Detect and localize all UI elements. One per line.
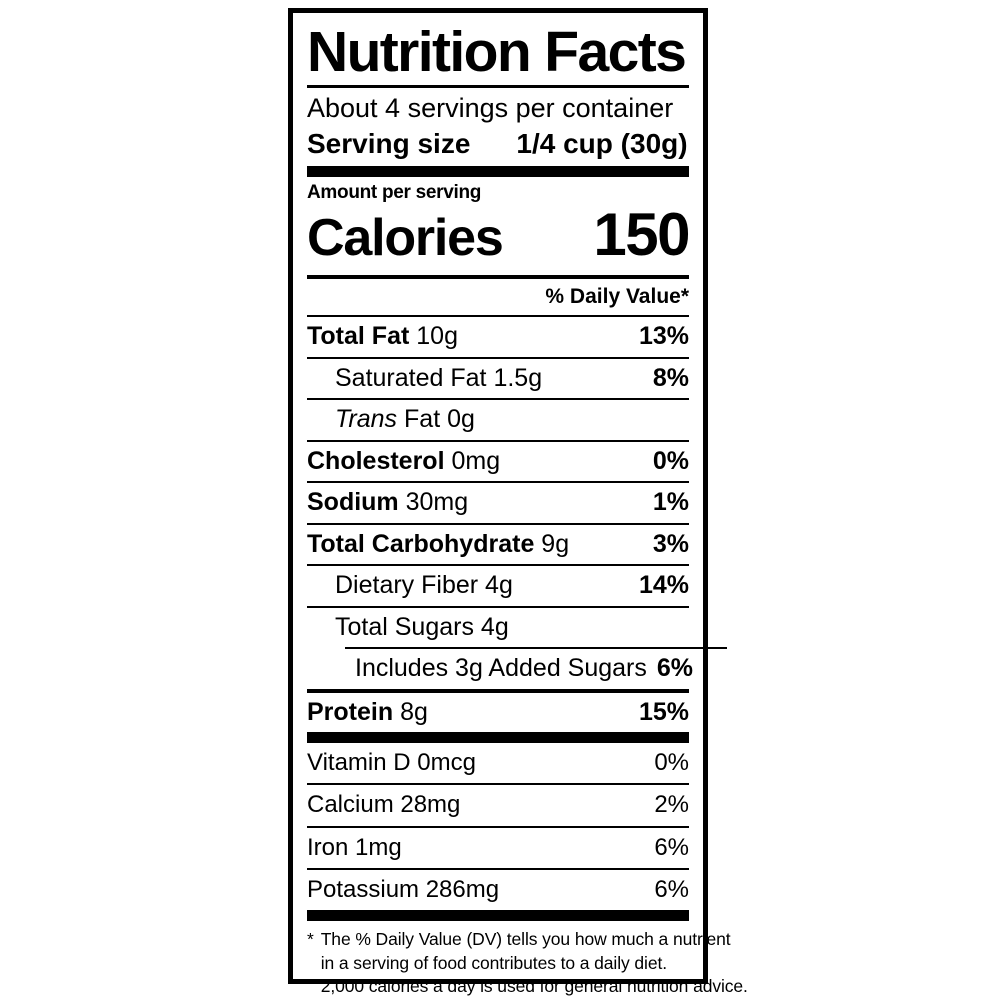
row-divider [307,867,689,870]
nutrient-dv: 6% [656,654,694,682]
calories-row: Calories 150 [307,201,690,275]
servings-per-container: About 4 servings per container [307,92,674,123]
nutrient-name: Saturated Fat [335,363,487,392]
nutrient-label-cholesterol: Cholesterol 0mg [307,447,643,477]
added-sugars-divider [345,647,727,649]
nutrient-label-added-sugars: Includes 3g Added Sugars [355,654,647,684]
nutrient-amount: 10g [416,322,458,350]
micronutrient-dv: 6% [654,833,689,861]
nutrient-row-added-sugars: Includes 3g Added Sugars 6% [307,649,693,689]
row-divider [307,825,689,828]
micronutrient-dv: 6% [654,875,689,903]
nutrient-dv: 8% [652,363,689,392]
amount-per-serving-label: Amount per serving [307,182,482,203]
nutrient-dv: 14% [638,571,689,599]
nutrient-dv: 1% [652,488,689,516]
nutrient-name: Protein [307,697,394,726]
nutrient-amount: 1.5g [493,363,543,392]
micronutrient-label: Vitamin D 0mcg [307,749,476,776]
nutrient-name: Cholesterol [307,446,445,475]
title-divider [307,84,689,88]
micronutrient-section-bar [307,732,689,743]
nutrition-facts-panel: Nutrition Facts About 4 servings per con… [288,8,748,996]
nutrient-dv: 0% [652,446,689,475]
nutrient-label-saturated-fat: Saturated Fat 1.5g [335,364,643,394]
micronutrient-label: Potassium 286mg [307,875,500,903]
nutrient-amount: 4g [485,571,513,599]
nutrient-amount: 9g [541,529,570,558]
nutrient-row-protein: Protein 8g 15% [307,693,689,733]
nutrient-label-dietary-fiber: Dietary Fiber 4g [335,571,629,601]
row-divider [307,481,689,483]
nutrient-label-protein: Protein 8g [307,698,629,728]
footnote-asterisk: * [307,929,314,950]
nutrient-row-trans-fat: Trans Fat 0g [307,400,689,440]
row-divider [307,356,689,359]
nutrient-label-trans-fat: Trans Fat 0g [335,405,679,435]
nutrient-row-cholesterol: Cholesterol 0mg 0% [307,442,689,482]
calories-divider [307,275,689,279]
nutrient-amount: 30mg [405,488,469,516]
nutrient-dv: 3% [652,529,689,558]
nutrient-row-total-carbohydrate: Total Carbohydrate 9g 3% [307,525,689,565]
nutrient-amount: Fat 0g [404,405,475,433]
nutrient-amount: 8g [400,697,428,726]
nutrient-name: Total Fat [307,322,410,350]
protein-top-divider [307,688,689,693]
calories-label: Calories [307,209,504,267]
micronutrient-row-calcium: Calcium 28mg 2% [307,785,689,825]
nutrient-label-total-carbohydrate: Total Carbohydrate 9g [307,530,643,560]
nutrient-row-sodium: Sodium 30mg 1% [307,483,689,523]
row-divider [307,564,689,566]
row-divider [307,398,689,400]
nutrient-amount: 0mg [451,446,501,475]
nutrient-name: Trans [335,405,398,433]
nutrient-name: Dietary Fiber [335,571,479,599]
row-divider [307,522,689,525]
serving-section-bar [307,166,689,177]
micronutrient-dv: 0% [654,749,689,776]
nutrient-name: Includes 3g Added Sugars [355,654,647,682]
nutrient-row-dietary-fiber: Dietary Fiber 4g 14% [307,566,689,606]
nutrient-name: Sodium [307,488,399,516]
serving-size-label: Serving size [307,128,471,160]
nutrient-dv: 15% [638,697,689,726]
daily-value-header: % Daily Value* [545,285,689,308]
micronutrient-row-iron: Iron 1mg 6% [307,828,689,868]
nutrient-row-total-fat: Total Fat 10g 13% [307,317,689,357]
serving-size-row: Serving size 1/4 cup (30g) [307,125,689,166]
micronutrient-label: Calcium 28mg [307,791,461,819]
nutrient-name: Total Carbohydrate [307,529,535,558]
footnote-line-3: 2,000 calories a day is used for general… [320,975,748,996]
row-divider [307,783,689,786]
micronutrient-label: Iron 1mg [307,833,402,861]
row-divider [307,605,689,608]
footnote-line-2: in a serving of food contributes to a da… [320,952,667,973]
footnote-text: The % Daily Value (DV) tells you how muc… [321,928,748,998]
nutrient-label-total-sugars: Total Sugars 4g [335,613,679,643]
page-title: Nutrition Facts [307,20,687,84]
daily-value-footnote: * The % Daily Value (DV) tells you how m… [307,921,748,998]
footnote-section-bar [307,910,689,922]
nutrient-label-sodium: Sodium 30mg [307,488,643,518]
calories-value: 150 [593,201,690,268]
micronutrient-dv: 2% [654,791,689,819]
serving-size-value: 1/4 cup (30g) [516,128,688,160]
footnote-line-1: The % Daily Value (DV) tells you how muc… [320,929,731,950]
micronutrient-row-vitamin-d: Vitamin D 0mcg 0% [307,743,689,783]
row-divider [307,439,689,442]
nutrient-dv: 13% [638,322,689,350]
daily-value-divider [307,315,689,317]
nutrient-name: Total Sugars [335,612,474,641]
nutrient-row-saturated-fat: Saturated Fat 1.5g 8% [307,359,689,399]
nutrient-row-total-sugars: Total Sugars 4g [307,608,689,648]
nutrient-label-total-fat: Total Fat 10g [307,322,629,352]
micronutrient-row-potassium: Potassium 286mg 6% [307,870,689,910]
nutrient-amount: 4g [480,612,509,641]
